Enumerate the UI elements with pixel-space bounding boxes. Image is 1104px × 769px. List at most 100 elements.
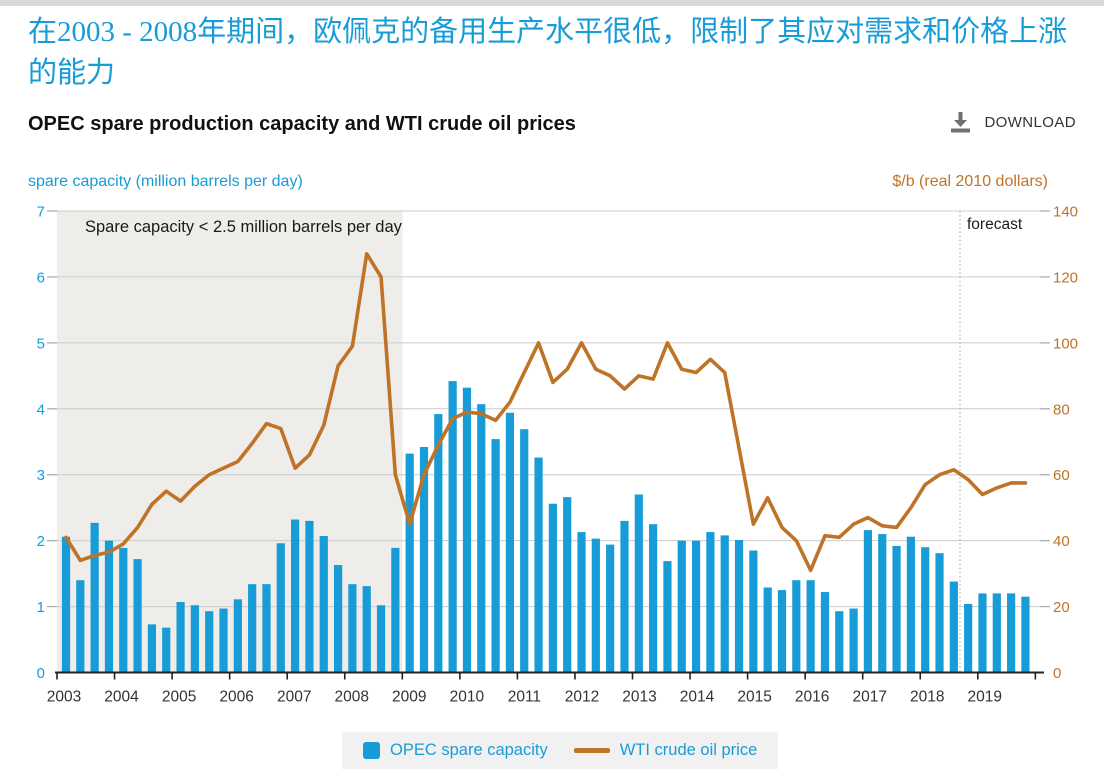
download-button[interactable]: DOWNLOAD bbox=[949, 111, 1076, 134]
spare-capacity-bar-2014Q3 bbox=[720, 535, 729, 673]
spare-capacity-bar-2007Q1 bbox=[291, 519, 300, 673]
spare-capacity-bar-2004Q2 bbox=[133, 559, 142, 673]
left-axis-tick-label: 2 bbox=[37, 533, 45, 550]
x-axis-year-label: 2018 bbox=[910, 689, 944, 706]
line-series-swatch bbox=[573, 748, 610, 753]
spare-capacity-bar-2013Q3 bbox=[663, 561, 672, 673]
left-axis-tick-label: 6 bbox=[37, 269, 45, 286]
spare-capacity-bar-2003Q4 bbox=[104, 540, 114, 673]
spare-capacity-bar-2010Q4 bbox=[505, 412, 515, 673]
spare-capacity-bar-2015Q1 bbox=[749, 550, 758, 673]
spare-capacity-bar-2015Q4 bbox=[792, 580, 801, 673]
spare-capacity-bar-2016Q1 bbox=[806, 580, 815, 673]
x-axis-year-label: 2011 bbox=[508, 689, 541, 706]
download-label: DOWNLOAD bbox=[984, 114, 1076, 131]
spare-capacity-bar-2019Q3 bbox=[1007, 593, 1016, 673]
x-axis-year-label: 2004 bbox=[104, 689, 139, 706]
spare-capacity-bar-2005Q2 bbox=[190, 605, 199, 673]
spare-capacity-bar-2011Q2 bbox=[534, 457, 543, 673]
spare-capacity-bar-2003Q3 bbox=[90, 522, 99, 673]
spare-capacity-bar-2016Q4 bbox=[849, 608, 858, 673]
spare-capacity-bar-2018Q3 bbox=[949, 581, 958, 673]
bar-series-swatch bbox=[363, 742, 380, 759]
chart-canvas: 0 1 2 3 4 5 6 7 0 20 40 60 80 100 120 140 2003 2004 2005 20… bbox=[37, 204, 1078, 706]
spare-capacity-bar-2007Q2 bbox=[305, 520, 314, 673]
spare-capacity-bar-2012Q3 bbox=[606, 544, 615, 673]
x-axis-year-label: 2013 bbox=[622, 689, 656, 706]
spare-capacity-bar-2007Q3 bbox=[319, 536, 328, 673]
spare-capacity-bar-2013Q4 bbox=[677, 540, 686, 673]
x-axis-year-label: 2008 bbox=[335, 689, 369, 706]
spare-capacity-bar-2009Q4 bbox=[448, 381, 457, 673]
spare-capacity-bar-2005Q4 bbox=[219, 608, 228, 673]
spare-capacity-bar-2014Q1 bbox=[691, 540, 701, 673]
top-divider-strip bbox=[0, 0, 1104, 6]
spare-capacity-bar-2003Q1 bbox=[61, 536, 71, 673]
spare-capacity-bar-2014Q2 bbox=[706, 532, 715, 673]
x-axis-year-label: 2007 bbox=[277, 689, 311, 706]
spare-capacity-bar-2004Q3 bbox=[147, 624, 157, 673]
spare-capacity-bar-2017Q2 bbox=[878, 534, 887, 673]
spare-capacity-bar-2010Q1 bbox=[462, 387, 472, 673]
spare-capacity-bar-2006Q4 bbox=[276, 543, 285, 673]
right-axis-tick-label: 0 bbox=[1053, 665, 1061, 682]
spare-capacity-bar-2012Q2 bbox=[591, 538, 600, 673]
spare-capacity-bar-2017Q3 bbox=[892, 545, 901, 673]
spare-capacity-bar-2017Q4 bbox=[906, 536, 915, 673]
spare-capacity-bar-2019Q1 bbox=[978, 593, 987, 673]
spare-capacity-bar-2007Q4 bbox=[333, 565, 343, 673]
right-axis-tick-label: 60 bbox=[1053, 467, 1070, 484]
spare-capacity-bar-2011Q3 bbox=[548, 503, 557, 673]
spare-capacity-bar-2012Q4 bbox=[620, 520, 629, 673]
spare-capacity-bar-2008Q3 bbox=[376, 605, 386, 673]
right-axis-tick-label: 100 bbox=[1053, 335, 1078, 352]
right-axis-tick-label: 120 bbox=[1053, 269, 1078, 286]
x-axis-year-label: 2012 bbox=[565, 689, 599, 706]
shaded-band-annotation: Spare capacity < 2.5 million barrels per… bbox=[85, 218, 403, 236]
spare-capacity-bar-2006Q2 bbox=[248, 584, 257, 673]
spare-capacity-bar-2013Q2 bbox=[649, 524, 658, 673]
x-axis-year-label: 2019 bbox=[968, 689, 1002, 706]
chart-title-row: OPEC spare production capacity and WTI c… bbox=[28, 111, 1078, 141]
spare-capacity-bar-2008Q4 bbox=[391, 547, 400, 673]
x-axis-year-label: 2017 bbox=[852, 689, 886, 706]
spare-capacity-bar-2019Q2 bbox=[992, 593, 1001, 673]
spare-capacity-bar-2015Q3 bbox=[777, 590, 787, 673]
spare-capacity-bar-2018Q1 bbox=[921, 547, 930, 673]
legend-label-wti-price: WTI crude oil price bbox=[619, 741, 758, 759]
spare-capacity-bar-2003Q2 bbox=[76, 580, 85, 673]
spare-capacity-bar-2008Q2 bbox=[362, 586, 371, 673]
page-headline: 在2003 - 2008年期间，欧佩克的备用生产水平很低，限制了其应对需求和价格… bbox=[28, 16, 1068, 89]
legend-item-spare-capacity[interactable]: OPEC spare capacity bbox=[363, 741, 548, 760]
spare-capacity-bar-2017Q1 bbox=[863, 530, 873, 673]
wti-price-line bbox=[64, 252, 1028, 573]
spare-capacity-bar-2016Q2 bbox=[820, 592, 830, 673]
spare-capacity-bar-2006Q3 bbox=[262, 584, 271, 673]
spare-capacity-bar-2014Q4 bbox=[734, 539, 744, 673]
spare-capacity-bar-2005Q3 bbox=[205, 611, 214, 673]
right-axis-tick-label: 20 bbox=[1053, 599, 1070, 616]
spare-capacity-bar-2011Q4 bbox=[563, 497, 572, 673]
forecast-label: forecast bbox=[967, 216, 1023, 233]
spare-capacity-bar-2013Q1 bbox=[634, 494, 643, 673]
right-axis-tick-label: 140 bbox=[1053, 204, 1078, 221]
legend-item-wti-price[interactable]: WTI crude oil price bbox=[573, 741, 758, 760]
spare-capacity-bar-2004Q4 bbox=[162, 627, 171, 673]
left-axis-tick-label: 3 bbox=[37, 467, 45, 484]
left-axis-tick-label: 1 bbox=[37, 599, 45, 616]
left-axis-tick-label: 7 bbox=[37, 204, 45, 221]
x-axis-year-label: 2006 bbox=[219, 689, 253, 706]
spare-capacity-bar-2004Q1 bbox=[119, 547, 128, 673]
chart-title: OPEC spare production capacity and WTI c… bbox=[28, 113, 576, 135]
x-axis-year-label: 2016 bbox=[795, 689, 829, 706]
left-axis-tick-label: 5 bbox=[37, 335, 45, 352]
spare-capacity-bar-2009Q3 bbox=[434, 414, 443, 673]
left-axis-tick-label: 4 bbox=[37, 401, 45, 418]
x-axis-year-label: 2005 bbox=[162, 689, 196, 706]
left-axis-title: spare capacity (million barrels per day) bbox=[28, 173, 303, 190]
low-spare-capacity-band bbox=[57, 211, 403, 673]
chart-area: 0 1 2 3 4 5 6 7 0 20 40 60 80 100 120 140 2003 2004 2005 20… bbox=[0, 200, 1104, 720]
x-axis-year-label: 2010 bbox=[450, 689, 485, 706]
x-axis-year-label: 2014 bbox=[680, 689, 715, 706]
x-axis-year-label: 2009 bbox=[392, 689, 426, 706]
